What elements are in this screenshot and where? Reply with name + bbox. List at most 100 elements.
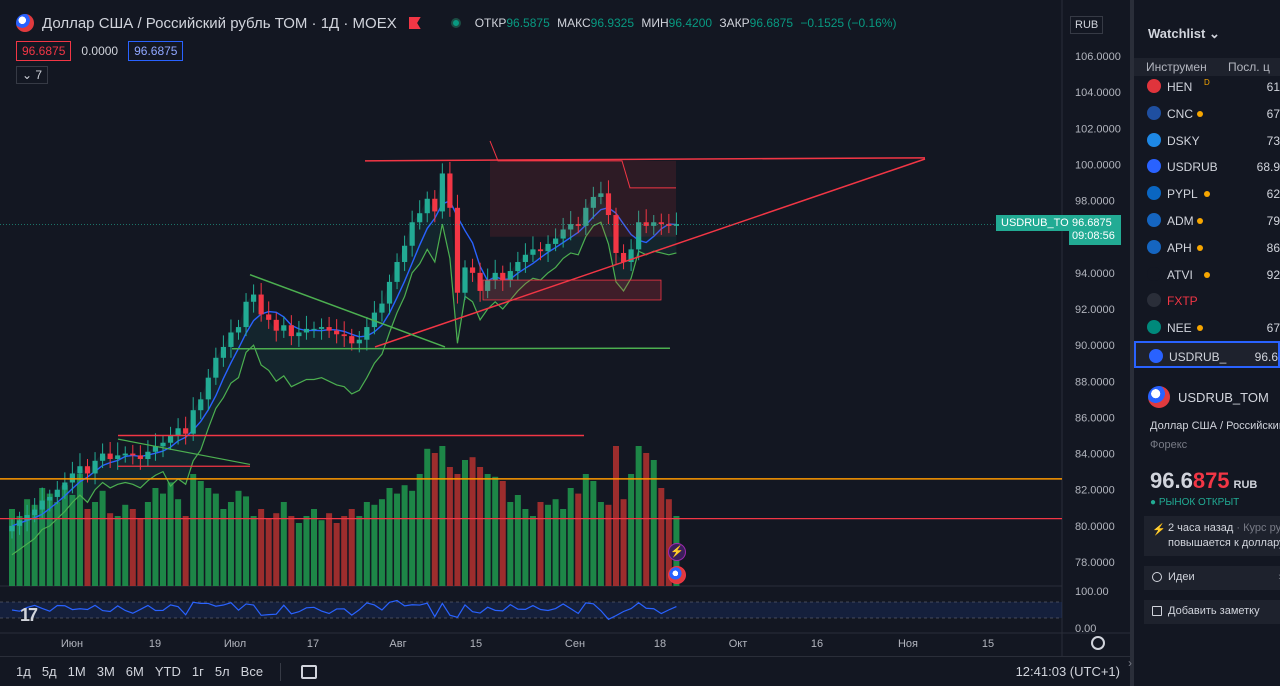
market-closed-icon (1196, 325, 1203, 332)
candle-body (334, 330, 340, 335)
candle-body (288, 325, 294, 337)
chart-pane[interactable]: 106.0000 104.0000 102.0000 100.0000 98.0000 9… (0, 0, 1130, 686)
candle-body (349, 336, 355, 344)
candle-body (228, 332, 234, 347)
lightning-event-icon[interactable]: ⚡ (668, 543, 686, 561)
candle-body (439, 173, 445, 212)
economic-event-icon[interactable] (668, 566, 686, 584)
lower-band-line (11, 221, 677, 556)
time-tick-label: 15 (982, 638, 994, 650)
watchlist-row[interactable]: USDRUB_ 96.6 (1134, 341, 1280, 368)
timeframe-1d[interactable]: 1д (16, 664, 31, 679)
volume-bar (235, 490, 242, 586)
price-chart[interactable]: 106.0000 104.0000 102.0000 100.0000 98.0000 9… (0, 0, 1130, 686)
tradingview-logo[interactable]: 17 (20, 605, 38, 625)
volume-bar (522, 509, 529, 586)
volume-bar (220, 509, 227, 586)
calendar-icon[interactable] (301, 664, 318, 679)
indicators-toggle[interactable]: ⌄ 7 (16, 66, 49, 84)
volume-bar (61, 485, 68, 586)
watchlist-symbol: NEE (1167, 321, 1192, 336)
watchlist-row[interactable]: NEE 67 (1134, 314, 1280, 341)
oscillator-tick-label: 0.00 (1075, 623, 1096, 635)
volume-bar (303, 516, 310, 586)
add-note-button[interactable]: Добавить заметку (1144, 600, 1280, 624)
pencil-icon (1152, 606, 1162, 616)
timeframe-ytd[interactable]: YTD (154, 664, 181, 679)
candle-body (530, 249, 536, 255)
timeframe-all[interactable]: Все (240, 664, 264, 679)
price-tick-label: 88.0000 (1075, 376, 1115, 388)
volume-bar (424, 448, 431, 586)
volume-bar (545, 504, 552, 586)
candle-body (303, 328, 310, 333)
flag-marker-icon[interactable] (408, 17, 421, 29)
timeframe-3m[interactable]: 3М (96, 664, 115, 679)
volume-bar (326, 513, 333, 586)
news-item[interactable]: ⚡ 2 часа назад · Курс руб повышается к д… (1144, 516, 1280, 556)
bulb-icon (1152, 572, 1162, 582)
watchlist-row[interactable]: CNC 67 (1134, 100, 1280, 127)
watchlist-row[interactable]: ATVI 92 (1134, 261, 1280, 288)
timeframe-6m[interactable]: 6М (125, 664, 144, 679)
symbol-title[interactable]: Доллар США / Российский рубль ТОМ · 1Д ·… (42, 14, 397, 32)
watchlist-row[interactable]: PYPL 62 (1134, 180, 1280, 207)
timeframe-5d[interactable]: 5д (41, 664, 57, 679)
ideas-button[interactable]: Идеи › (1144, 566, 1280, 590)
gear-icon[interactable] (1091, 636, 1105, 650)
resistance-line (364, 157, 926, 162)
candle-body (243, 301, 249, 328)
details-symbol[interactable]: USDRUB_TOM (1148, 386, 1269, 408)
price-tick-label: 80.0000 (1075, 521, 1115, 533)
price-tick-label: 104.0000 (1075, 87, 1121, 99)
volume-bar (552, 499, 559, 586)
watchlist-symbol: APH (1167, 240, 1192, 255)
watchlist-row[interactable]: APH 86 (1134, 234, 1280, 261)
trend-line-small (117, 438, 251, 466)
volume-bar (454, 474, 461, 586)
volume-bar (394, 493, 401, 586)
candle-body (190, 410, 196, 434)
watchlist-row[interactable]: FXTP (1134, 287, 1280, 314)
volume-bar (227, 502, 234, 586)
panel-toggle-icon[interactable]: › (1128, 656, 1132, 670)
currency-selector[interactable]: RUB (1070, 16, 1104, 34)
volume-bar (356, 516, 363, 586)
clock[interactable]: 12:41:03 (UTC+1) (1015, 664, 1120, 679)
watchlist-row[interactable]: DSKY 73 (1134, 127, 1280, 154)
candle-body (24, 515, 30, 521)
volume-bar (613, 446, 619, 586)
volume-bar (197, 481, 204, 586)
time-tick-label: 18 (654, 638, 666, 650)
watchlist-price: 67 (1266, 106, 1280, 121)
volume-bar (46, 493, 53, 586)
timeframe-1y[interactable]: 1г (191, 664, 204, 679)
timeframe-1m[interactable]: 1М (67, 664, 86, 679)
stop-box (482, 279, 662, 301)
watchlist-row[interactable]: HEN D 61 (1134, 73, 1280, 100)
volume-bar (311, 509, 317, 586)
volume-bar (54, 502, 61, 586)
price-tick-label: 92.0000 (1075, 304, 1115, 316)
sell-button[interactable]: 96.6875 (16, 41, 72, 61)
candle-body (107, 453, 113, 459)
timeframe-5y[interactable]: 5л (214, 664, 230, 679)
candle-body (485, 280, 491, 291)
candle-body (590, 196, 596, 208)
watchlist-row[interactable]: ADM 79 (1134, 207, 1280, 234)
watchlist-title[interactable]: Watchlist ⌄ (1148, 26, 1220, 41)
candle-body (522, 254, 528, 263)
watchlist-row[interactable]: USDRUB 68.9 (1134, 153, 1280, 180)
buy-button[interactable]: 96.6875 (128, 41, 184, 61)
candle-body (598, 193, 604, 197)
col-symbol[interactable]: Инструмен (1146, 60, 1207, 74)
volume-bar (107, 513, 114, 586)
price-tick-label: 100.0000 (1075, 159, 1121, 171)
col-price[interactable]: Посл. ц (1228, 60, 1270, 74)
symbol-logo-icon (1147, 159, 1161, 174)
ohlc-values: ОТКР96.5875 МАКС96.9325 МИН96.4200 ЗАКР9… (474, 16, 897, 30)
time-tick-label: Авг (389, 638, 406, 650)
volume-bar (243, 496, 250, 586)
volume-bar (212, 493, 219, 586)
candle-body (477, 272, 483, 291)
